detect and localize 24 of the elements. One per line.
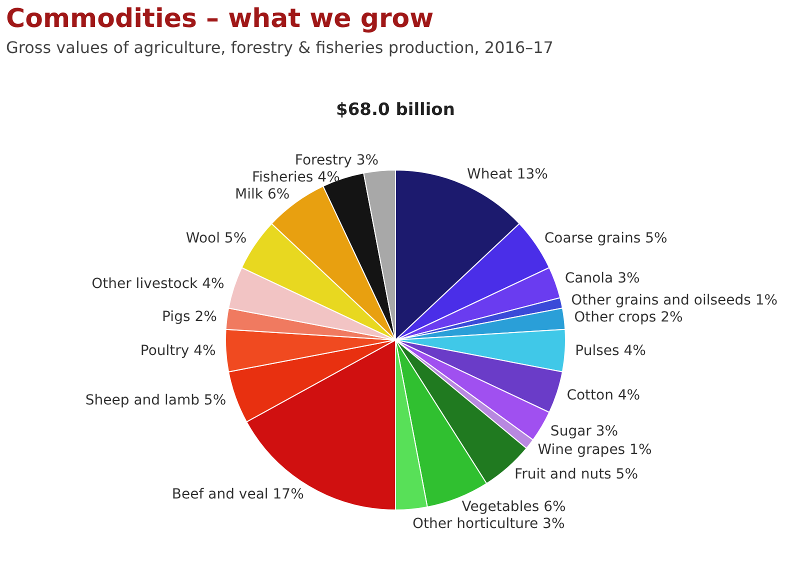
slice-label: Other crops 2% <box>574 309 683 326</box>
chart-subtitle: Gross values of agriculture, forestry & fisheries production, 2016–17 <box>6 38 554 57</box>
slice-label: Poultry 4% <box>140 342 216 359</box>
slice-label: Fruit and nuts 5% <box>514 466 638 483</box>
slice-label: Coarse grains 5% <box>544 230 668 246</box>
slice-label: Sheep and lamb 5% <box>85 392 226 409</box>
slice-label: Vegetables 6% <box>462 499 566 515</box>
slice-label: Wool 5% <box>186 230 247 246</box>
slice-label: Other livestock 4% <box>92 276 224 292</box>
slice-label: Other horticulture 3% <box>412 516 565 532</box>
slice-label: Fisheries 4% <box>252 169 340 186</box>
slice-label: Forestry 3% <box>294 152 379 168</box>
slice-label: Other grains and oilseeds 1% <box>571 292 778 308</box>
slice-label: Sugar 3% <box>550 423 618 440</box>
text: $68.0 billion <box>335 100 456 120</box>
slice-label: Cotton 4% <box>566 387 640 404</box>
slice-label: Pulses 4% <box>575 342 646 359</box>
slice-label: Wheat 13% <box>466 166 548 182</box>
slice-label: Canola 3% <box>564 270 640 287</box>
slice-label: Beef and veal 17% <box>172 486 304 503</box>
slice-label: Pigs 2% <box>162 309 217 326</box>
chart-title: Commodities – what we grow <box>6 4 435 34</box>
slice-label: Wine grapes 1% <box>538 442 652 458</box>
slice-label: Milk 6% <box>235 186 290 202</box>
